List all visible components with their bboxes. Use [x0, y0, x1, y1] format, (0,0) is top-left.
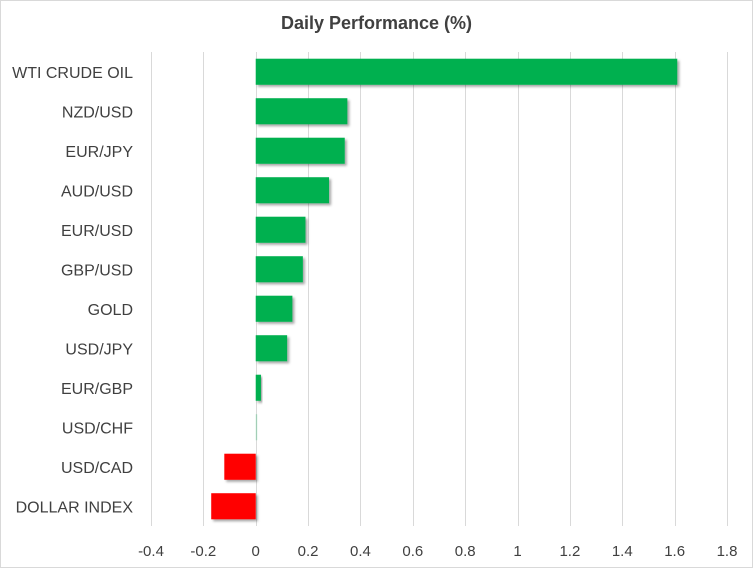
bar [211, 493, 256, 520]
bar [255, 98, 348, 125]
x-tick-label: 1 [513, 543, 521, 560]
x-tick-label: -0.2 [190, 543, 216, 560]
bar [255, 137, 345, 164]
category-label: NZD/USD [62, 104, 133, 121]
x-tick-label: 0.8 [455, 543, 476, 560]
bar [255, 177, 330, 204]
bar [255, 58, 678, 85]
category-label: GBP/USD [61, 262, 133, 279]
category-label: GOLD [88, 302, 133, 319]
x-axis-tick-labels: -0.4 -0.2 0 0.2 0.4 0.6 0.8 1 1.2 1.4 1.6 1.8 [138, 543, 737, 560]
category-labels: WTI CRUDE OIL NZD/USD EUR/JPY AUD/USD EUR/US… [12, 65, 133, 517]
category-label: DOLLAR INDEX [16, 499, 134, 516]
x-tick-label: 0.6 [402, 543, 423, 560]
gridlines [151, 52, 728, 526]
bars [211, 58, 678, 520]
category-label: AUD/USD [61, 183, 133, 200]
x-tick-label: 0 [252, 543, 260, 560]
bar [255, 414, 258, 441]
x-tick-label: 1.2 [559, 543, 580, 560]
category-label: USD/CHF [62, 420, 133, 437]
bar [255, 335, 288, 362]
x-tick-label: -0.4 [138, 543, 164, 560]
category-label: EUR/GBP [61, 381, 133, 398]
x-tick-label: 1.6 [664, 543, 685, 560]
x-tick-label: 0.2 [298, 543, 319, 560]
category-label: WTI CRUDE OIL [12, 65, 133, 82]
bar [224, 453, 256, 480]
chart-title: Daily Performance (%) [280, 13, 473, 33]
x-tick-label: 0.4 [350, 543, 371, 560]
x-tick-label: 1.4 [612, 543, 633, 560]
bar [255, 374, 261, 401]
category-label: EUR/JPY [65, 144, 133, 161]
bar [255, 216, 306, 243]
category-label: USD/JPY [65, 341, 133, 358]
bar [255, 295, 293, 322]
x-tick-label: 1.8 [717, 543, 738, 560]
bar [255, 256, 303, 283]
category-label: EUR/USD [61, 223, 133, 240]
category-label: USD/CAD [61, 460, 133, 477]
